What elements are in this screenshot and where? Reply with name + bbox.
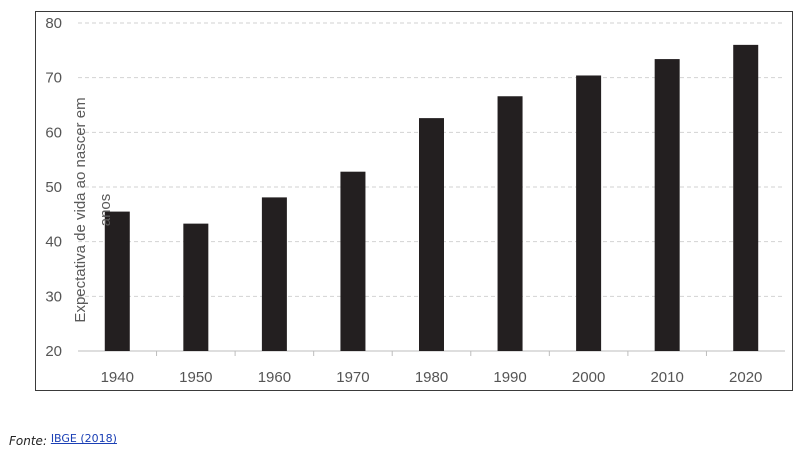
x-tick-label: 1950 [179,369,212,386]
x-tick-label: 1960 [258,369,291,386]
x-tick-label: 1940 [101,369,134,386]
y-tick-label: 40 [45,234,62,251]
bar [497,96,523,352]
source-link[interactable]: IBGE (2018) [50,432,117,445]
source-caption: Fonte: IBGE (2018) [9,432,117,448]
bar [576,75,602,351]
bar-chart: 20 30 40 50 60 70 80 1940 1950 1960 1970 1980 1990 20… [45,15,785,386]
x-tick-label: 1970 [336,369,369,386]
bar [340,171,366,351]
source-label: Fonte: [9,434,47,448]
bar [733,44,759,351]
x-tick-label: 1980 [415,369,448,386]
bar [419,118,444,352]
y-tick-label: 80 [45,15,62,32]
bar [183,223,209,351]
bar [261,197,287,351]
x-tick-label: 2020 [729,369,762,386]
y-tick-label: 30 [45,288,62,305]
y-tick-label: 20 [45,343,62,360]
y-axis-label: Expectativa de vida ao nascer em [72,97,89,322]
x-tick-label: 2000 [572,369,605,386]
y-tick-label: 50 [45,179,62,196]
y-tick-label: 70 [45,70,62,87]
y-tick-label: 60 [45,124,62,141]
bar [104,211,130,351]
y-axis-label-line2: anos [97,194,114,227]
bar [654,59,680,352]
x-tick-label: 1990 [493,369,526,386]
x-tick-label: 2010 [650,369,683,386]
